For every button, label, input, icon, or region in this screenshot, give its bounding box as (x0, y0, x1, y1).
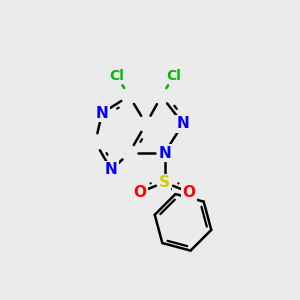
Text: N: N (158, 146, 171, 160)
Text: N: N (105, 163, 118, 178)
Text: Cl: Cl (110, 69, 124, 83)
Text: S: S (159, 175, 170, 190)
Text: O: O (183, 185, 196, 200)
Text: O: O (134, 185, 146, 200)
Text: N: N (96, 106, 109, 121)
Text: N: N (177, 116, 189, 131)
Text: Cl: Cl (166, 69, 181, 83)
